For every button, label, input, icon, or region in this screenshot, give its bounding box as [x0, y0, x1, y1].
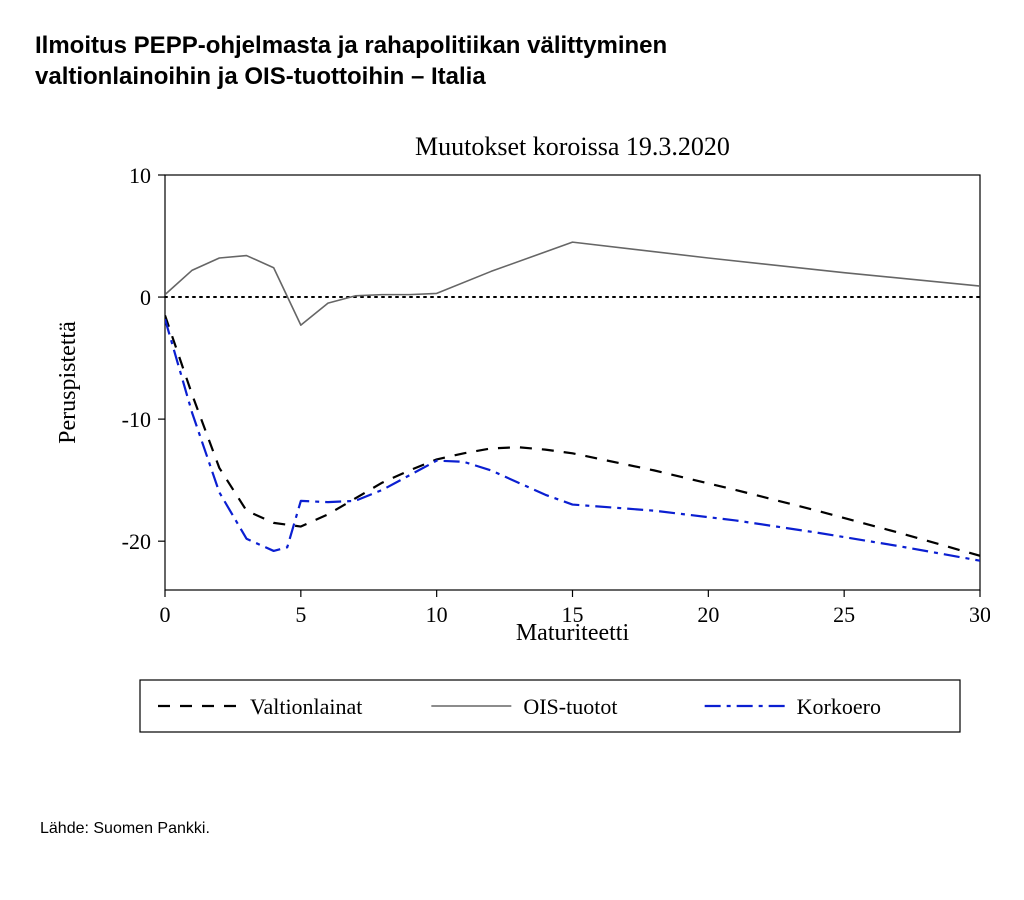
legend-label: Valtionlainat — [250, 694, 362, 719]
x-tick-label: 5 — [295, 602, 306, 627]
y-tick-label: 0 — [140, 285, 151, 310]
source-line: Lähde: Suomen Pankki. — [40, 820, 210, 838]
x-tick-label: 20 — [697, 602, 719, 627]
legend-label: Korkoero — [797, 694, 881, 719]
x-tick-label: 25 — [833, 602, 855, 627]
x-tick-label: 10 — [426, 602, 448, 627]
x-tick-label: 0 — [160, 602, 171, 627]
y-tick-label: -20 — [122, 529, 151, 554]
x-tick-label: 30 — [969, 602, 990, 627]
chart-title: Muutokset koroissa 19.3.2020 — [415, 132, 730, 161]
y-tick-label: -10 — [122, 407, 151, 432]
y-axis-label: Peruspistettä — [55, 321, 81, 444]
chart-svg: Muutokset koroissa 19.3.2020051015202530… — [40, 110, 990, 790]
y-tick-label: 10 — [129, 163, 151, 188]
page-title: Ilmoitus PEPP-ohjelmasta ja rahapolitiik… — [35, 30, 715, 92]
rate-change-chart: Muutokset koroissa 19.3.2020051015202530… — [40, 110, 990, 790]
legend-label: OIS-tuotot — [523, 694, 617, 719]
x-axis-label: Maturiteetti — [516, 620, 630, 646]
